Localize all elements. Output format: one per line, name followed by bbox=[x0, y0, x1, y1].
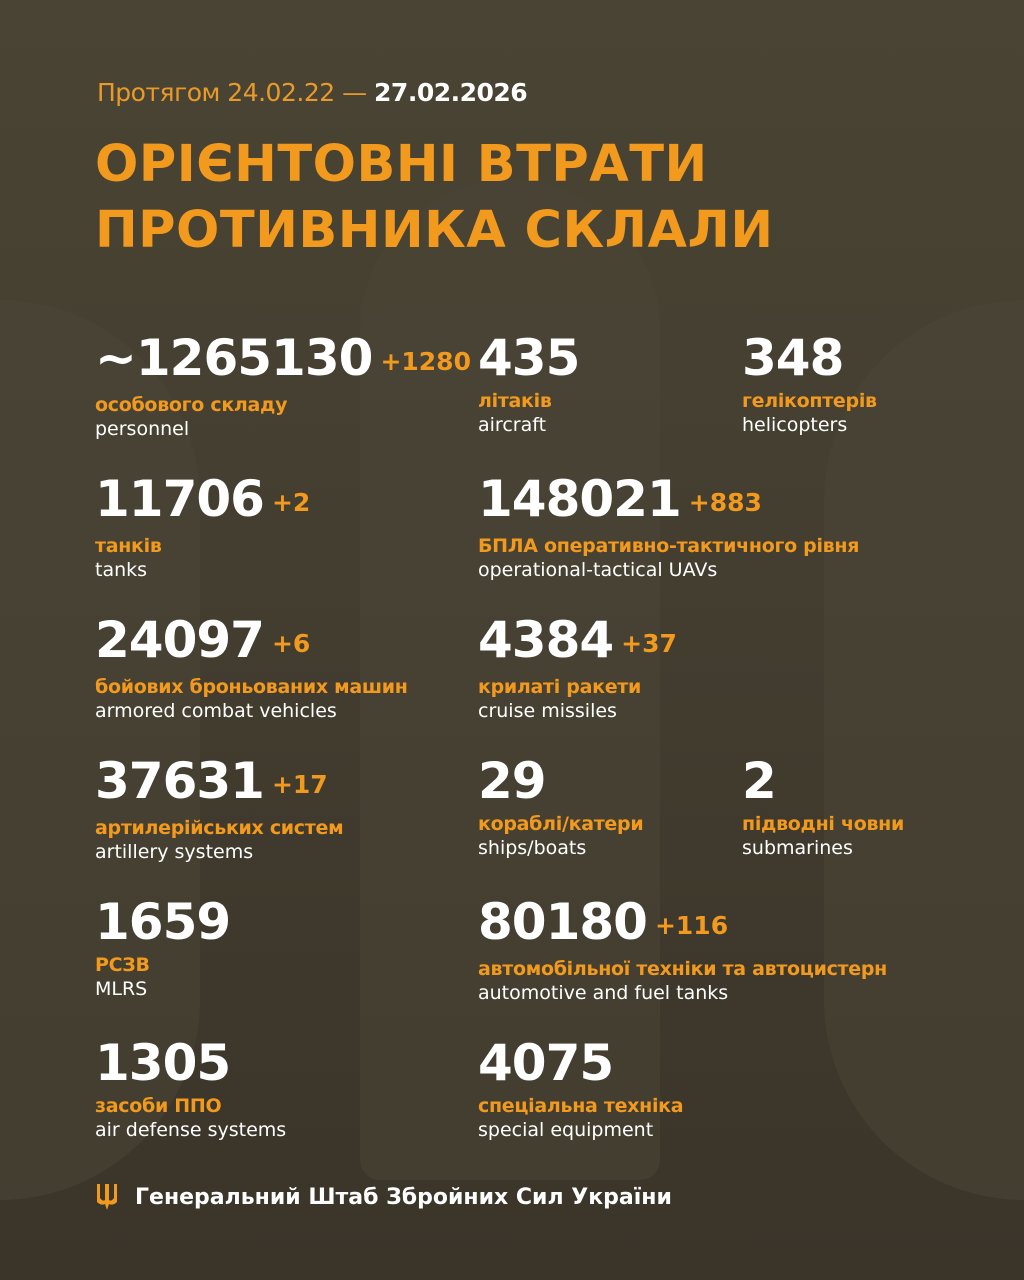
background-trident-shape bbox=[824, 300, 1024, 1200]
stat-item: 80180 +116 автомобільної техніки та автоц… bbox=[478, 894, 887, 1004]
stat-item: 4075 спеціальна техніка special equipmen… bbox=[478, 1035, 684, 1141]
stat-label-ua: РСЗВ bbox=[95, 954, 150, 976]
stat-number: 2 bbox=[742, 752, 777, 810]
stat-label-ua: танків bbox=[95, 534, 162, 557]
stat-label-en: helicopters bbox=[742, 414, 848, 436]
stat-label-ua: спеціальна техніка bbox=[478, 1095, 684, 1117]
stat-value: 37631 +17 bbox=[95, 753, 343, 813]
stat-number: 4075 bbox=[478, 1034, 614, 1092]
stat-item: 2 підводні човни submarines bbox=[742, 753, 904, 859]
stat-label-ua: особового складу bbox=[95, 393, 288, 416]
stat-number: 148021 bbox=[478, 470, 682, 528]
background-trident-shape bbox=[360, 180, 660, 1180]
stat-label-en: air defense systems bbox=[95, 1119, 287, 1141]
stat-value: 2 bbox=[742, 753, 904, 809]
stat-delta: +37 bbox=[621, 628, 677, 658]
stat-value: 1305 bbox=[95, 1035, 286, 1091]
stat-label-en: tanks bbox=[95, 558, 148, 581]
stat-number: 1305 bbox=[95, 1034, 231, 1092]
page-title: ОРІЄНТОВНІ ВТРАТИ ПРОТИВНИКА СКЛАЛИ bbox=[95, 132, 774, 264]
stat-value: 80180 +116 bbox=[478, 894, 887, 954]
stat-item: 1659 РСЗВ MLRS bbox=[95, 893, 231, 1000]
stat-value: ~1265130 +1280 bbox=[95, 330, 471, 390]
period-prefix: Протягом 24.02.22 — bbox=[97, 78, 367, 107]
stat-label-ua: літаків bbox=[478, 390, 552, 412]
stat-label-ua: кораблі/катери bbox=[478, 813, 644, 835]
stat-label-en: submarines bbox=[742, 837, 853, 859]
stat-label-en: aircraft bbox=[478, 414, 547, 436]
stat-item: 29 кораблі/катери ships/boats bbox=[478, 753, 644, 859]
trident-icon bbox=[97, 1184, 117, 1210]
footer: Генеральний Штаб Збройних Сил України bbox=[95, 1182, 672, 1212]
stat-label-ua: гелікоптерів bbox=[742, 390, 877, 412]
stat-label-en: cruise missiles bbox=[478, 699, 617, 722]
stat-label-en: artillery systems bbox=[95, 840, 254, 863]
stat-value: 435 bbox=[478, 329, 580, 387]
stat-label-en: automotive and fuel tanks bbox=[478, 981, 729, 1004]
stat-number: 24097 bbox=[95, 611, 265, 669]
stat-label-en: armored combat vehicles bbox=[95, 699, 337, 722]
stat-number: 80180 bbox=[478, 893, 648, 951]
stat-delta: +17 bbox=[271, 769, 328, 799]
stat-value: 4075 bbox=[478, 1035, 683, 1091]
stat-label-en: MLRS bbox=[95, 978, 148, 1000]
stat-label-ua: автомобільної техніки та автоцистерн bbox=[478, 957, 887, 980]
stat-delta: +2 bbox=[271, 487, 311, 517]
stat-label-ua: підводні човни bbox=[742, 813, 905, 835]
stat-label-ua: БПЛА оперативно-тактичного рівня bbox=[478, 534, 860, 557]
stat-number: ~1265130 bbox=[95, 329, 373, 387]
stat-item: 24097 +6 бойових броньованих машин armore… bbox=[95, 612, 408, 722]
period-end: 27.02.2026 bbox=[374, 78, 528, 107]
stat-value: 148021 +883 bbox=[478, 471, 859, 531]
stat-number: 11706 bbox=[95, 470, 265, 528]
stat-delta: +883 bbox=[688, 487, 762, 517]
stat-value: 4384 +37 bbox=[478, 612, 677, 672]
stat-item: 11706 +2 танків tanks bbox=[95, 471, 310, 581]
stat-number: 1659 bbox=[95, 893, 231, 951]
background-trident-shape bbox=[0, 300, 200, 1200]
stat-label-en: special equipment bbox=[478, 1119, 654, 1141]
stat-number: 348 bbox=[742, 329, 844, 387]
stat-delta: +1280 bbox=[380, 346, 471, 376]
stat-item: 435 літаків aircraft bbox=[478, 329, 580, 436]
stat-value: 348 bbox=[742, 330, 877, 386]
stat-label-en: personnel bbox=[95, 417, 190, 440]
stat-item: 4384 +37 крилаті ракети cruise missiles bbox=[478, 612, 677, 722]
stat-item: 1305 засоби ППО air defense systems bbox=[95, 1035, 286, 1141]
stat-item: 148021 +883 БПЛА оперативно-тактичного рі… bbox=[478, 471, 859, 581]
stat-label-ua: засоби ППО bbox=[95, 1095, 222, 1117]
stat-label-ua: артилерійських систем bbox=[95, 816, 344, 839]
stat-label-ua: крилаті ракети bbox=[478, 675, 642, 698]
stat-label-en: ships/boats bbox=[478, 837, 587, 859]
stat-delta: +116 bbox=[654, 910, 729, 940]
stat-value: 29 bbox=[478, 753, 643, 809]
stat-number: 37631 bbox=[95, 752, 265, 810]
title-line-2: ПРОТИВНИКА СКЛАЛИ bbox=[95, 201, 774, 260]
title-line-1: ОРІЄНТОВНІ ВТРАТИ bbox=[95, 135, 708, 194]
stat-value: 24097 +6 bbox=[95, 612, 408, 672]
stat-item: ~1265130 +1280 особового складу personnel bbox=[95, 330, 471, 440]
stat-label-en: operational-tactical UAVs bbox=[478, 558, 718, 581]
stat-number: 435 bbox=[478, 329, 580, 387]
footer-text: Генеральний Штаб Збройних Сил України bbox=[135, 1184, 672, 1210]
period: Протягом 24.02.22 — 27.02.2026 bbox=[97, 78, 528, 107]
stat-value: 1659 bbox=[95, 893, 231, 951]
stat-item: 348 гелікоптерів helicopters bbox=[742, 330, 877, 436]
stat-item: 37631 +17 артилерійських систем artillery… bbox=[95, 753, 344, 863]
stat-number: 29 bbox=[478, 752, 547, 810]
stat-number: 4384 bbox=[478, 611, 614, 669]
stat-label-ua: бойових броньованих машин bbox=[95, 675, 408, 698]
stat-value: 11706 +2 bbox=[95, 471, 310, 531]
stat-delta: +6 bbox=[271, 628, 311, 658]
